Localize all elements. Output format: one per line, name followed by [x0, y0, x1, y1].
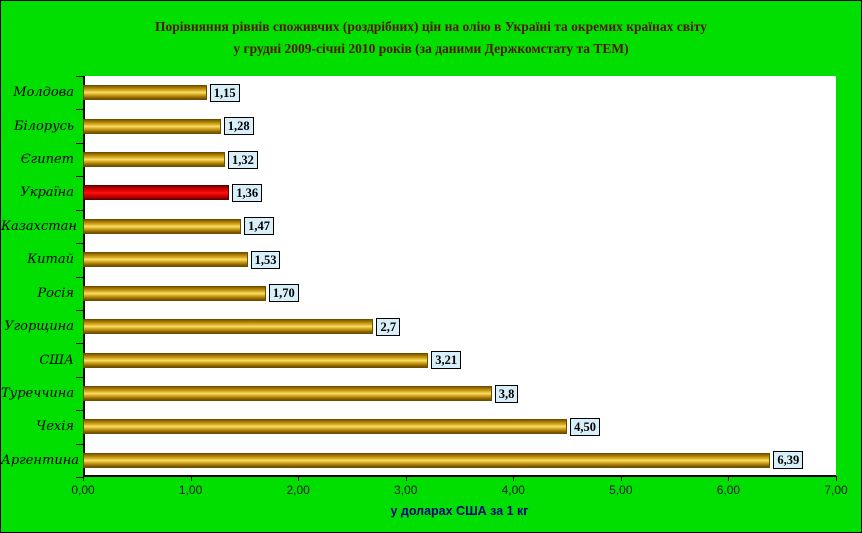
x-axis-tick: [728, 476, 730, 481]
bar-zone: 1,53: [83, 243, 836, 276]
plot-area: [83, 76, 836, 477]
y-axis-tick: [76, 276, 83, 278]
category-label: Китай: [27, 252, 74, 268]
x-axis-title: у доларах США за 1 кг: [390, 504, 529, 518]
x-axis-tick: [83, 476, 84, 481]
bar: [83, 452, 771, 468]
x-axis-tick-label: 0,00: [71, 483, 95, 497]
chart-row: Росія 1,70: [1, 277, 836, 310]
x-axis-tick: [405, 476, 407, 481]
category-label: Аргентина: [1, 452, 80, 468]
category-label: Туреччина: [1, 386, 75, 401]
x-axis-tick-label: 5,00: [609, 483, 633, 497]
bar-zone: 3,8: [83, 377, 836, 410]
chart-row: Молдова 1,15: [1, 76, 836, 109]
y-axis-tick: [76, 410, 83, 412]
x-axis-tick: [298, 476, 300, 481]
bar-zone: 2,7: [83, 310, 836, 343]
chart-row: Китай 1,53: [1, 243, 836, 276]
bar-zone: 1,28: [83, 109, 836, 142]
y-axis-tick: [76, 443, 83, 445]
y-axis-tick: [76, 343, 83, 345]
bar-rows: Молдова 1,15 Білорусь 1,28 Єгипет 1,32 Україна…: [1, 76, 836, 477]
y-axis-tick: [76, 142, 83, 144]
x-axis-tick: [836, 476, 837, 481]
category-label: США: [39, 352, 74, 368]
bar: [83, 85, 207, 101]
chart-row: Білорусь 1,28: [1, 109, 836, 142]
value-label: 1,36: [232, 183, 263, 202]
category-label: Єгипет: [20, 152, 74, 168]
y-axis-tick: [76, 376, 83, 378]
bar: [83, 218, 242, 234]
bar: [83, 152, 225, 168]
bar-zone: 6,39: [83, 444, 836, 477]
bar: [83, 352, 429, 368]
y-axis-tick: [76, 76, 83, 77]
bar-highlight: [83, 185, 230, 201]
value-label: 4,50: [570, 417, 600, 436]
value-label: 1,28: [223, 117, 254, 136]
category-label: Угорщина: [4, 319, 74, 335]
bar: [83, 252, 248, 268]
x-axis-tick: [620, 476, 622, 481]
bar: [83, 118, 221, 134]
value-label: 2,7: [376, 317, 401, 336]
category-label: Росія: [37, 285, 74, 301]
y-axis-tick: [76, 309, 83, 311]
x-axis-tick-label: 1,00: [178, 483, 203, 497]
category-label: Білорусь: [13, 118, 74, 134]
y-axis-tick: [76, 109, 83, 111]
bar-zone: 1,36: [83, 176, 836, 209]
value-label: 3,8: [494, 384, 519, 403]
value-label: 1,32: [227, 150, 258, 169]
bar: [83, 386, 492, 401]
y-axis-tick: [76, 243, 83, 245]
chart-title-line1: Порівняння рівнів споживчих (роздрібних)…: [155, 19, 707, 34]
x-axis-tick-label: 3,00: [394, 483, 418, 497]
chart-row: Казахстан 1,47: [1, 210, 836, 243]
bar-zone: 4,50: [83, 410, 836, 443]
bar-zone: 1,32: [83, 143, 836, 176]
bar-zone: 1,70: [83, 277, 836, 310]
value-label: 1,53: [250, 250, 281, 269]
y-axis-tick: [76, 477, 83, 478]
chart-row: Чехія 4,50: [1, 410, 836, 443]
y-axis-tick: [76, 209, 83, 211]
x-axis-tick-label: 4,00: [501, 483, 525, 497]
bar-zone: 1,15: [83, 76, 836, 109]
bar: [83, 319, 374, 335]
chart-row: Угорщина 2,7: [1, 310, 836, 343]
x-axis-tick-label: 2,00: [286, 483, 310, 497]
value-label: 6,39: [773, 451, 804, 470]
chart-row: Єгипет 1,32: [1, 143, 836, 176]
category-label: Молдова: [13, 85, 74, 101]
chart-row: Аргентина 6,39: [1, 444, 836, 477]
bar: [83, 285, 266, 301]
category-label: Україна: [20, 185, 74, 201]
x-axis-tick-label: 6,00: [716, 483, 741, 497]
x-axis-tick-label: 7,00: [824, 483, 848, 497]
chart-title: Порівняння рівнів споживчих (роздрібних)…: [1, 16, 861, 59]
value-label: 1,15: [209, 83, 240, 102]
value-label: 3,21: [431, 351, 462, 370]
bar-zone: 1,47: [83, 210, 836, 243]
bar-zone: 3,21: [83, 343, 836, 376]
chart-row: Туреччина 3,8: [1, 377, 836, 410]
x-axis-tick: [513, 476, 515, 481]
chart-title-line2: у грудні 2009-січні 2010 років (за даним…: [233, 40, 629, 56]
value-label: 1,70: [268, 284, 299, 303]
x-axis-tick: [190, 476, 192, 481]
y-axis-tick: [76, 176, 83, 178]
category-label: Казахстан: [1, 218, 77, 234]
chart-row: Україна 1,36: [1, 176, 836, 209]
chart-row: США 3,21: [1, 343, 836, 376]
value-label: 1,47: [244, 217, 274, 236]
bar: [83, 419, 568, 435]
category-label: Чехія: [36, 419, 74, 435]
